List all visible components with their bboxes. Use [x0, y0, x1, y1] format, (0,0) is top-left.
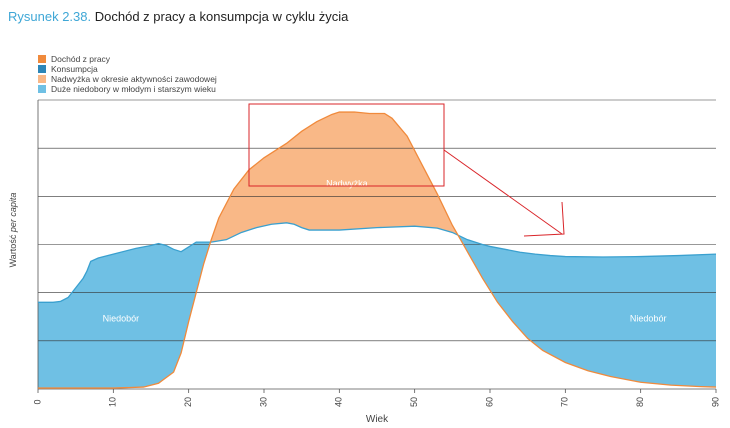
x-tick-label: 90: [710, 397, 720, 407]
region-label: Niedobór: [103, 314, 140, 324]
legend-label-surplus: Nadwyżka w okresie aktywności zawodowej: [51, 74, 217, 84]
region-label: Niedobór: [630, 314, 667, 324]
x-tick-label: 70: [560, 397, 570, 407]
legend-swatch-consumption: [38, 65, 46, 73]
deficit-area: [38, 239, 212, 389]
figure-title-text: Dochód z pracy a konsumpcja w cyklu życi…: [94, 9, 349, 24]
x-tick-label: 80: [635, 397, 645, 407]
legend-item-income: Dochód z pracy: [38, 54, 217, 64]
legend-label-consumption: Konsumpcja: [51, 64, 98, 74]
figure-number: Rysunek 2.38.: [8, 9, 92, 24]
x-tick-label: 10: [108, 397, 118, 407]
chart-legend: Dochód z pracy Konsumpcja Nadwyżka w okr…: [38, 54, 217, 94]
legend-label-income: Dochód z pracy: [51, 54, 111, 64]
legend-swatch-income: [38, 55, 46, 63]
deficit-area: [459, 236, 716, 388]
x-tick-label: 40: [334, 397, 344, 407]
annotation-arrow-shaft: [443, 149, 563, 235]
legend-label-deficit: Duże niedobory w młodym i starszym wieku: [51, 84, 216, 94]
legend-item-deficit: Duże niedobory w młodym i starszym wieku: [38, 84, 217, 94]
legend-item-consumption: Konsumpcja: [38, 64, 217, 74]
x-tick-label: 60: [484, 397, 494, 407]
highlight-box: [248, 103, 445, 187]
x-tick-label: 0: [32, 399, 42, 404]
region-label: Nadwyżka: [326, 179, 368, 189]
legend-swatch-deficit: [38, 85, 46, 93]
figure-title: Rysunek 2.38. Dochód z pracy a konsumpcj…: [8, 9, 348, 24]
annotation-arrow-head: [523, 201, 565, 237]
consumption-line: [38, 222, 717, 303]
legend-item-surplus: Nadwyżka w okresie aktywności zawodowej: [38, 74, 217, 84]
x-tick-label: 50: [409, 397, 419, 407]
legend-swatch-surplus: [38, 75, 46, 83]
income-line: [38, 111, 717, 389]
surplus-area: [211, 112, 460, 243]
x-axis-label: Wiek: [366, 414, 389, 425]
x-tick-label: 30: [258, 397, 268, 407]
x-tick-label: 20: [183, 397, 193, 407]
